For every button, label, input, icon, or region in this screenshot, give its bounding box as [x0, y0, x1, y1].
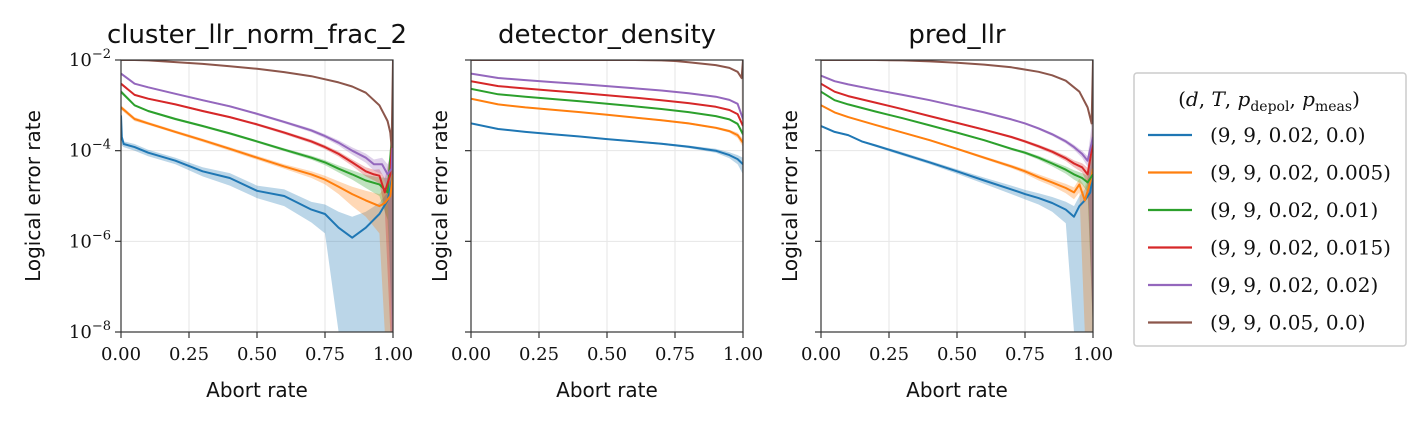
grid	[820, 59, 1094, 333]
x-tick-label: 1.00	[723, 344, 763, 365]
confidence-band-5	[121, 72, 393, 332]
series-line-2	[821, 104, 1093, 202]
legend-label: (9, 9, 0.02, 0.02)	[1210, 273, 1378, 297]
series-line-1	[821, 125, 1093, 218]
x-tick-label: 1.00	[373, 344, 413, 365]
legend-label: (9, 9, 0.02, 0.015)	[1210, 236, 1391, 260]
y-axis-label: Logical error rate	[21, 110, 45, 282]
x-tick-label: 0.25	[519, 344, 559, 365]
legend-label: (9, 9, 0.02, 0.01)	[1210, 198, 1378, 222]
plot-area	[121, 60, 393, 332]
x-axis-label: Abort rate	[556, 378, 658, 402]
x-axis-label: Abort rate	[206, 378, 308, 402]
series-line-3	[821, 90, 1093, 184]
y-tick-label: 10−6	[69, 228, 111, 252]
y-axis-label: Logical error rate	[428, 110, 452, 282]
confidence-band-3	[821, 91, 1093, 332]
legend-title: (d, T, pdepol, pmeas)	[1178, 87, 1360, 115]
series-line-4	[471, 80, 743, 127]
panel-2: 0.00 0.25 0.50 0.75 1.00 detector_density Abor…	[428, 20, 763, 402]
x-tick-label: 0.00	[801, 344, 841, 365]
x-tick-label: 0.00	[101, 344, 141, 365]
x-tick-label: 0.00	[451, 344, 491, 365]
legend-label: (9, 9, 0.05, 0.0)	[1210, 311, 1366, 335]
panel-title: pred_llr	[908, 20, 1006, 50]
panel-title: cluster_llr_norm_frac_2	[107, 20, 407, 50]
legend: (d, T, pdepol, pmeas) (9, 9, 0.02, 0.0) (9…	[1133, 72, 1407, 347]
series-line-2	[121, 106, 393, 208]
legend-label: (9, 9, 0.02, 0.005)	[1210, 161, 1391, 185]
x-tick-label: 0.50	[937, 344, 977, 365]
panel-3: 0.00 0.25 0.50 0.75 1.00 pred_llr Abort rate Lo…	[778, 20, 1113, 402]
grid	[470, 59, 744, 333]
x-tick-label: 0.50	[237, 344, 277, 365]
x-tick-label: 0.75	[655, 344, 695, 365]
y-tick-label: 10−8	[69, 319, 111, 343]
x-axis-label: Abort rate	[906, 378, 1008, 402]
series-line-4	[821, 82, 1093, 176]
x-tick-label: 0.25	[169, 344, 209, 365]
legend-label: (9, 9, 0.02, 0.0)	[1210, 123, 1366, 147]
confidence-band-1	[121, 107, 393, 332]
series-line-2	[471, 97, 743, 144]
legend-item-1: (9, 9, 0.02, 0.0)	[1148, 123, 1366, 147]
series-line-5	[121, 72, 393, 176]
series-line-1	[471, 122, 743, 166]
series-line-4	[121, 82, 393, 194]
panel-title: detector_density	[498, 20, 716, 50]
series-line-6	[121, 60, 393, 149]
series-line-1	[121, 115, 393, 239]
legend-item-6: (9, 9, 0.05, 0.0)	[1148, 311, 1366, 335]
legend-item-5: (9, 9, 0.02, 0.02)	[1148, 273, 1378, 297]
y-tick-label: 10−4	[69, 138, 111, 162]
legend-frame	[1133, 72, 1407, 347]
panel-1: 0.00 0.25 0.50 0.75 1.00 10−2 10−4 10−6 10−8 clus…	[21, 20, 413, 402]
x-tick-label: 0.75	[305, 344, 345, 365]
series-line-3	[471, 87, 743, 135]
legend-item-4: (9, 9, 0.02, 0.015)	[1148, 236, 1391, 260]
y-tick-label: 10−2	[69, 47, 111, 71]
x-tick-label: 0.50	[587, 344, 627, 365]
plot-area	[471, 60, 743, 332]
y-axis-label: Logical error rate	[778, 110, 802, 282]
series-line-5	[471, 72, 743, 120]
series-line-3	[121, 90, 393, 194]
x-tick-label: 1.00	[1073, 344, 1113, 365]
legend-item-3: (9, 9, 0.02, 0.01)	[1148, 198, 1378, 222]
series-line-5	[821, 74, 1093, 162]
x-tick-label: 0.75	[1005, 344, 1045, 365]
legend-item-2: (9, 9, 0.02, 0.005)	[1148, 161, 1391, 185]
plot-area	[821, 60, 1093, 332]
x-tick-label: 0.25	[869, 344, 909, 365]
